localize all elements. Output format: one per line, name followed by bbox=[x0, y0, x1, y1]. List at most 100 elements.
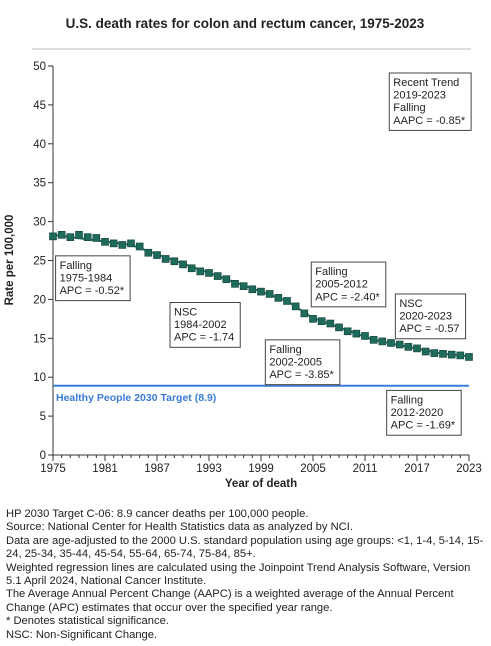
data-point bbox=[239, 282, 248, 290]
annotation-text: Falling bbox=[60, 260, 92, 272]
annotation-text: 2005-2012 bbox=[315, 279, 368, 291]
data-point bbox=[75, 231, 83, 239]
annotation-text: APC = -0.57 bbox=[399, 323, 459, 335]
annotation-text: 2020-2023 bbox=[399, 311, 452, 323]
annotation-text: 1975-1984 bbox=[60, 272, 113, 284]
y-tick-label: 40 bbox=[33, 139, 46, 151]
annotation-text: 2012-2020 bbox=[391, 407, 444, 419]
annotation-text: APC = -0.52* bbox=[60, 285, 125, 297]
data-point bbox=[187, 264, 196, 273]
footnote-significance: * Denotes statistical significance. bbox=[6, 615, 169, 628]
data-point bbox=[343, 327, 352, 336]
data-point bbox=[57, 231, 66, 239]
data-point bbox=[127, 239, 135, 248]
annotation-text: NSC bbox=[174, 307, 197, 319]
y-tick-label: 0 bbox=[40, 450, 46, 462]
annotation-text: Recent Trend bbox=[393, 77, 459, 89]
data-point bbox=[352, 329, 361, 338]
data-point bbox=[274, 294, 283, 302]
y-tick-label: 15 bbox=[33, 333, 46, 345]
data-point bbox=[161, 255, 170, 263]
annotation-text: APC = -2.40* bbox=[315, 291, 380, 303]
footnotes: HP 2030 Target C-06: 8.9 cancer deaths p… bbox=[6, 508, 488, 642]
y-tick-label: 50 bbox=[33, 61, 46, 73]
data-point bbox=[153, 251, 161, 259]
y-tick-label: 5 bbox=[40, 411, 46, 423]
data-point bbox=[257, 287, 265, 296]
data-point bbox=[101, 238, 109, 246]
y-tick-label: 35 bbox=[33, 178, 46, 190]
annotation-box bbox=[264, 339, 341, 386]
annotation-box bbox=[310, 261, 387, 308]
data-point bbox=[300, 309, 309, 318]
x-tick-label: 2005 bbox=[300, 463, 326, 475]
data-point bbox=[456, 351, 465, 360]
y-tick-label: 30 bbox=[33, 217, 46, 229]
y-tick-label: 20 bbox=[33, 294, 46, 306]
data-point bbox=[465, 353, 473, 361]
footnote-regression: Weighted regression lines are calculated… bbox=[6, 561, 471, 588]
annotation-text: Falling bbox=[391, 394, 423, 406]
footnote-nsc: NSC: Non-Significant Change. bbox=[6, 628, 158, 641]
data-point bbox=[92, 234, 101, 242]
x-tick-label: 1975 bbox=[40, 463, 66, 475]
data-point bbox=[404, 343, 413, 351]
data-point bbox=[144, 248, 153, 257]
annotation-box bbox=[394, 293, 467, 340]
annotation-box bbox=[388, 72, 472, 131]
footnote-target: HP 2030 Target C-06: 8.9 cancer deaths p… bbox=[6, 508, 309, 520]
data-point bbox=[83, 233, 92, 241]
x-tick-label: 2023 bbox=[456, 463, 482, 475]
data-point bbox=[118, 241, 127, 249]
data-point bbox=[49, 232, 57, 241]
target-label: Healthy People 2030 Target (8.9) bbox=[56, 392, 216, 404]
x-tick-label: 2011 bbox=[353, 463, 378, 475]
data-point bbox=[179, 260, 187, 269]
annotation-box bbox=[169, 302, 241, 348]
data-point bbox=[395, 340, 404, 349]
data-point bbox=[361, 332, 369, 340]
x-tick-label: 1999 bbox=[248, 463, 274, 475]
annotation-text: 2002-2005 bbox=[269, 356, 322, 368]
annotation-text: Falling bbox=[393, 102, 425, 114]
data-point bbox=[447, 350, 456, 359]
data-point bbox=[265, 290, 274, 298]
x-tick-label: 1987 bbox=[144, 463, 170, 475]
data-point bbox=[231, 280, 239, 288]
annotation-text: 1984-2002 bbox=[174, 319, 227, 331]
data-point bbox=[421, 347, 430, 356]
annotation-text: Falling bbox=[269, 344, 301, 356]
data-point bbox=[196, 267, 205, 276]
x-tick-label: 1993 bbox=[196, 463, 222, 475]
data-point bbox=[283, 297, 291, 305]
footnote-aapc: The Average Annual Percent Change (AAPC)… bbox=[6, 588, 454, 614]
trend-segment bbox=[442, 352, 470, 358]
annotation-text: APC = -3.85* bbox=[269, 369, 334, 381]
data-point bbox=[309, 315, 317, 323]
data-point bbox=[248, 285, 257, 294]
data-point bbox=[378, 337, 387, 346]
y-tick-label: 10 bbox=[33, 372, 46, 384]
data-point bbox=[66, 233, 75, 241]
data-point bbox=[222, 275, 231, 283]
plot-area: 0 5 10 15 20 25 30 35 40 45 50 1975 1981 1987 1993 1999… bbox=[33, 61, 482, 475]
data-point bbox=[109, 239, 118, 248]
annotation-text: 2019-2023 bbox=[393, 90, 446, 102]
data-point bbox=[387, 339, 395, 347]
x-axis-label: Year of death bbox=[225, 478, 297, 490]
data-point bbox=[317, 317, 326, 325]
annotation-text: Falling bbox=[315, 266, 347, 278]
data-point bbox=[170, 257, 179, 266]
footnote-age-adjust: Data are age-adjusted to the 2000 U.S. s… bbox=[6, 534, 484, 561]
data-point bbox=[326, 319, 335, 328]
trend-segment bbox=[286, 300, 314, 319]
annotation-box bbox=[386, 389, 462, 436]
data-point bbox=[213, 272, 222, 280]
x-tick-label: 1981 bbox=[92, 463, 118, 475]
data-point bbox=[291, 302, 300, 311]
annotation-box bbox=[55, 255, 131, 302]
annotation-text: APC = -1.69* bbox=[391, 420, 456, 432]
data-point bbox=[439, 350, 447, 358]
y-axis-label: Rate per 100,000 bbox=[4, 215, 16, 306]
data-point bbox=[335, 323, 343, 332]
